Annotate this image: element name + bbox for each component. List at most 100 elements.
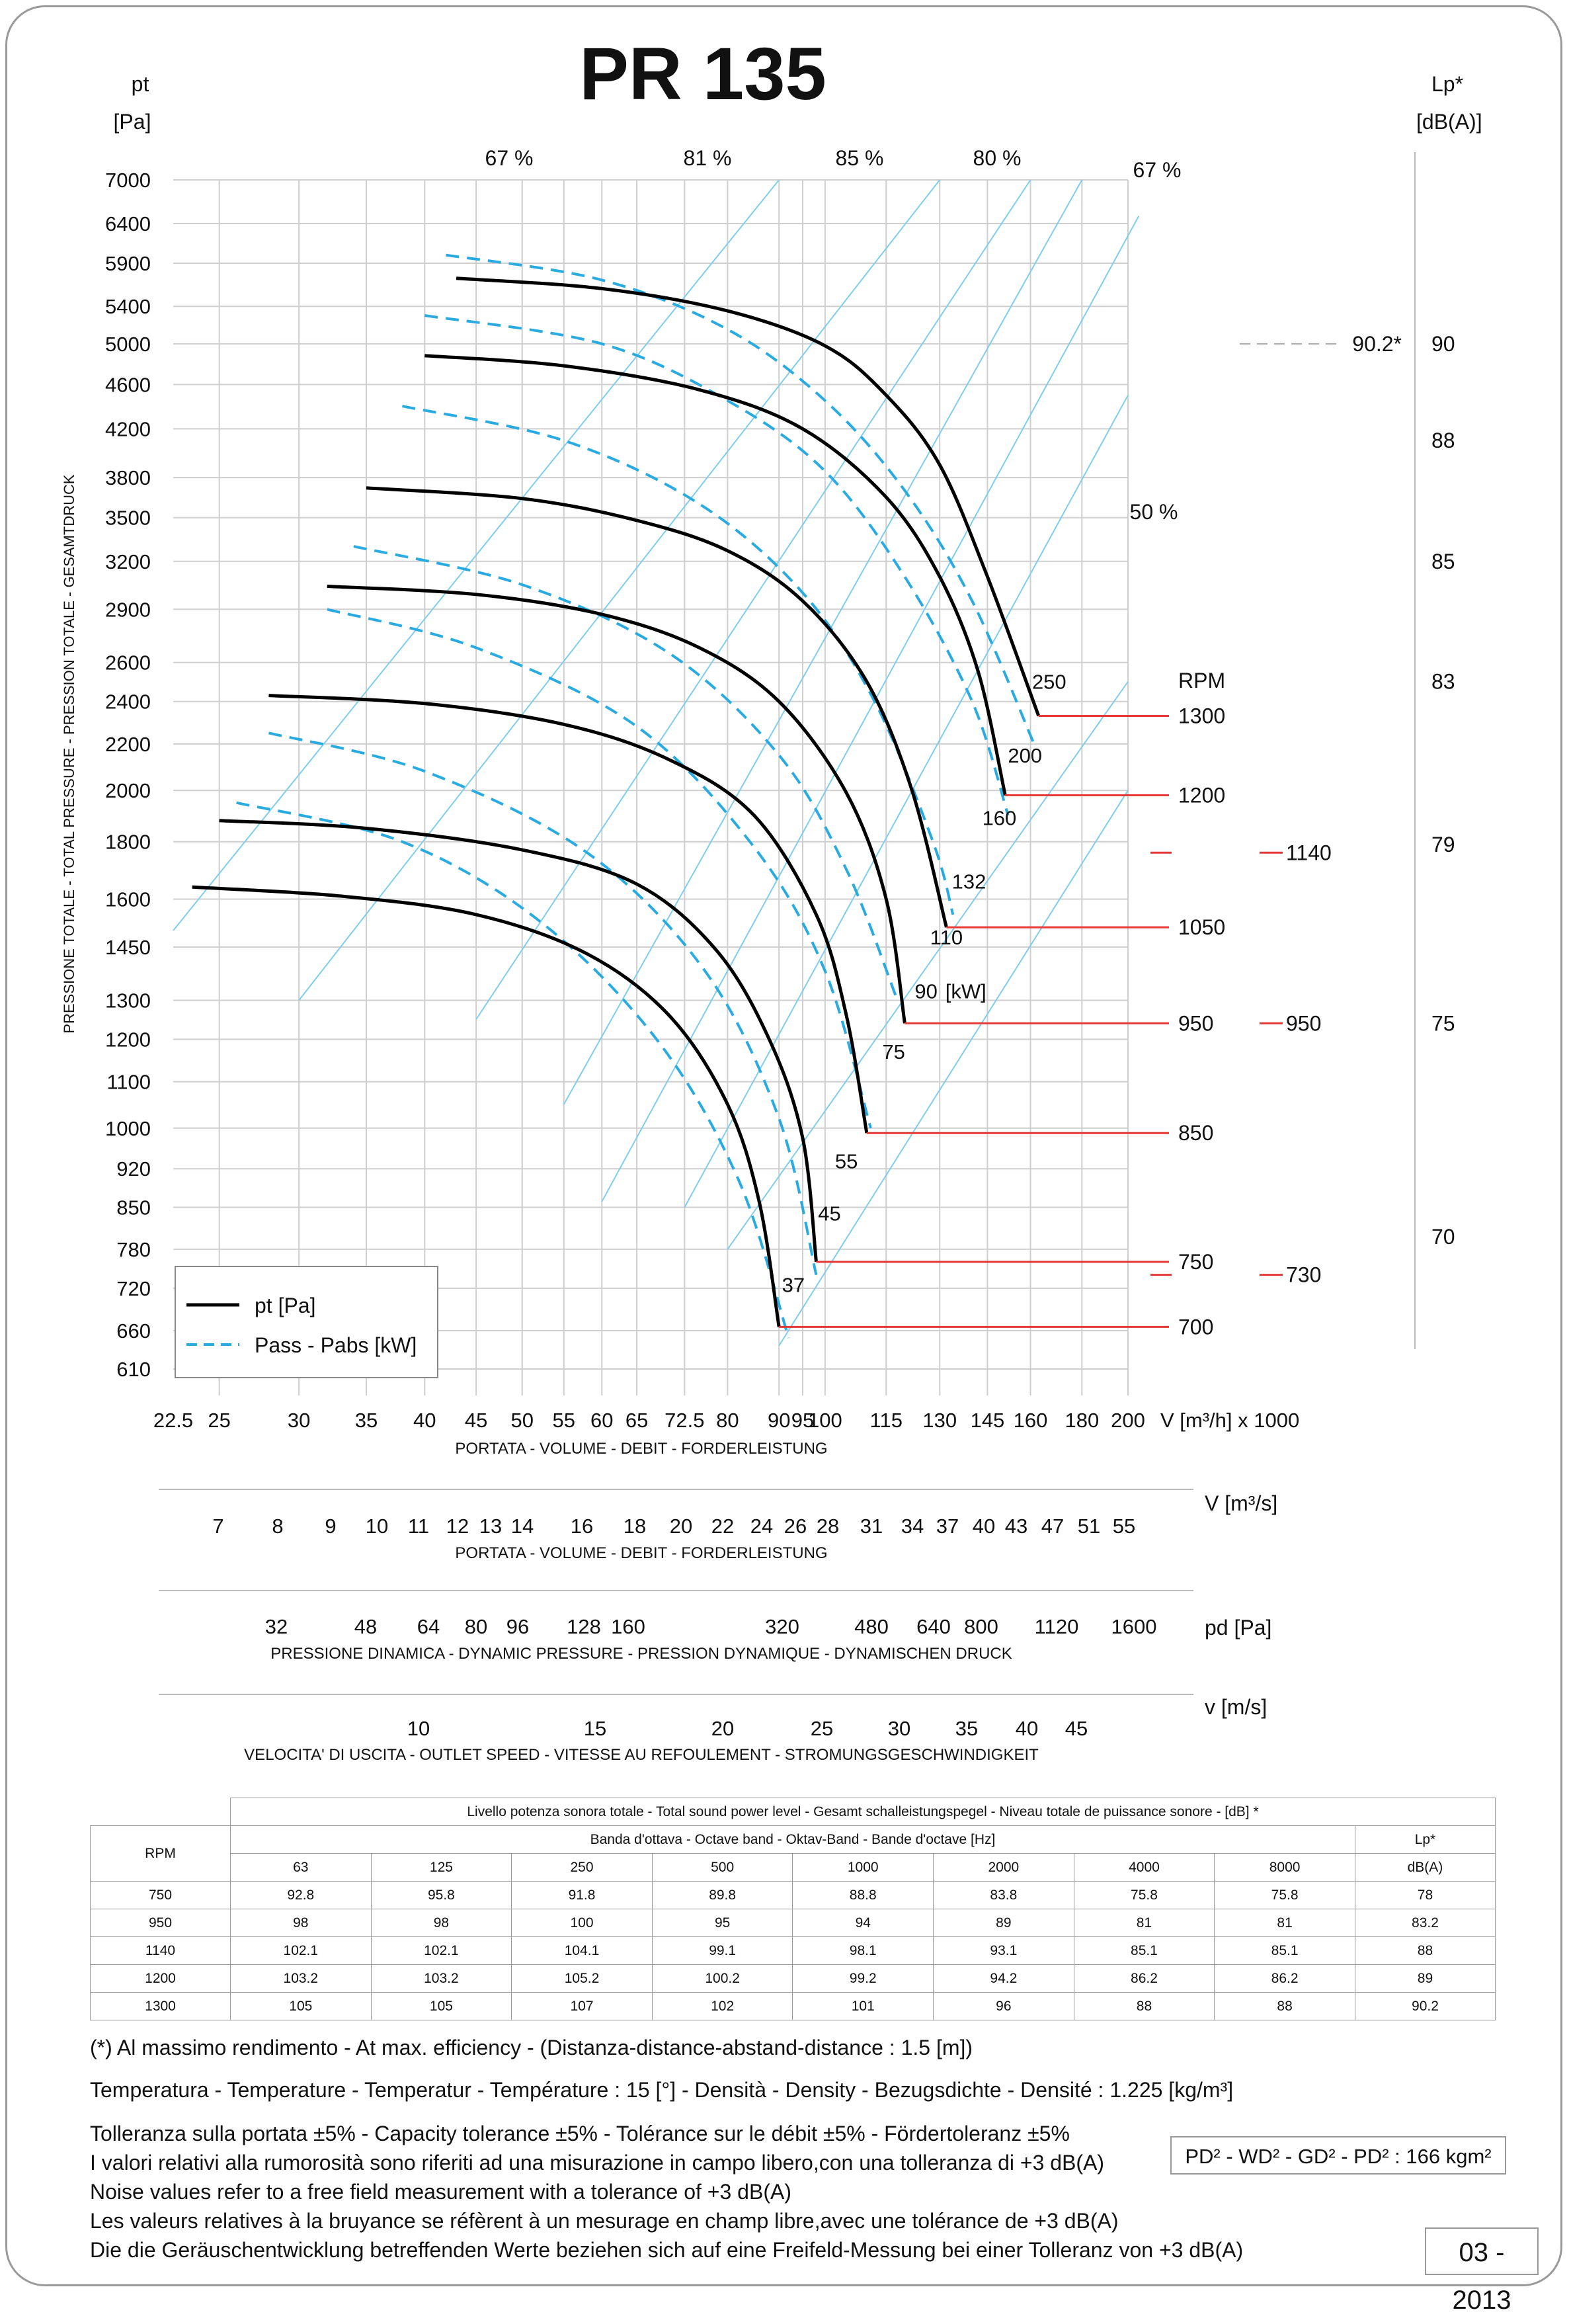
y-tick-label: 2600 [105,651,151,675]
table-value-cell: 103.2 [370,1964,512,1993]
power-curve-1300 [446,253,1037,749]
y-tick-label: 3500 [105,507,151,530]
x-tick-label: 25 [208,1409,230,1432]
page-frame [5,5,1562,2286]
efficiency-line-1 [298,179,941,1001]
table-value-cell: 99.1 [651,1936,793,1965]
y-tick-label: 1300 [105,989,151,1012]
scale-tick-label: 128 [567,1615,601,1638]
table-rpm-cell: 1300 [90,1992,231,2020]
scale-tick-label: 8 [272,1515,283,1538]
x-tick-label: 45 [465,1409,487,1432]
scale-unit: pd [Pa] [1205,1616,1271,1639]
rpm-header: RPM [1178,669,1225,692]
x-tick-label: 65 [625,1409,648,1432]
scale-tick-label: 37 [936,1515,959,1538]
scale-tick-label: 480 [854,1615,889,1638]
scale-tick-label: 320 [765,1615,799,1638]
rpm-side-label: 950 [1286,1011,1321,1035]
efficiency-line-5 [684,395,1129,1208]
x-axis-unit: V [m³/h] x 1000 [1160,1409,1299,1432]
table-rpm-cell: 1200 [90,1964,231,1993]
table-rpm-header: RPM [90,1825,231,1882]
lp-tick-label: 90 [1431,332,1455,356]
y-tick-label: 5900 [105,252,151,275]
lp-tick-label: 79 [1431,833,1455,856]
table-rpm-cell: 750 [90,1881,231,1909]
lp-axis-unit: Lp* [1431,72,1463,96]
rpm-label: 1300 [1178,704,1225,728]
scale-unit: V [m³/s] [1205,1491,1277,1515]
table-row: 950 98 98 100 95 94 89 81 81 83.2 [90,1909,1496,1937]
power-label: 160 [983,807,1017,830]
table-corner [91,1798,231,1826]
rpm-label: 1050 [1178,915,1225,939]
y-tick-label: 6400 [105,212,151,235]
x-tick-label: 145 [971,1409,1005,1432]
scale-tick-label: 22 [711,1515,734,1538]
table-band-cell: 63 [230,1853,372,1882]
x-tick-label: 90 [768,1409,790,1432]
y-tick-label: 4200 [105,417,151,440]
efficiency-label: 67 % [1133,158,1182,182]
note-max-efficiency: (*) Al massimo rendimento - At max. effi… [90,2036,973,2059]
table-band-cell: 2000 [933,1853,1074,1882]
lp-tick-label: 88 [1431,429,1455,452]
table-band-cell: 4000 [1073,1853,1215,1882]
scale-tick-label: 25 [811,1717,833,1740]
table-band-row: RPM Banda d'ottava - Octave band - Oktav-… [90,1825,1496,1882]
scale-tick-label: 18 [624,1515,646,1538]
table-value-cell: 88 [1214,1992,1355,2020]
rpm-side-label: 1140 [1286,841,1332,864]
efficiency-label: 80 % [973,146,1022,170]
scale-tick-label: 7 [212,1515,223,1538]
table-lp-cell: 90.2 [1354,1992,1496,2020]
table-value-cell: 98.1 [792,1936,934,1965]
x-tick-label: 35 [355,1409,378,1432]
efficiency-label: 50 % [1130,500,1178,524]
y-tick-label: 4600 [105,373,151,396]
x-tick-label: 180 [1065,1409,1099,1432]
table-value-cell: 88 [1073,1992,1215,2020]
table-value-cell: 104.1 [511,1936,653,1965]
scale-tick-label: 28 [817,1515,839,1538]
table-rpm-cell: 1140 [90,1936,231,1965]
scale-label: PORTATA - VOLUME - DEBIT - FORDERLEISTUN… [455,1544,827,1562]
table-value-cell: 103.2 [230,1964,372,1993]
chart-title: PR 135 [579,32,826,115]
table-lp-cell: 78 [1354,1881,1496,1909]
table-band-cell: 500 [651,1853,793,1882]
table-title: Livello potenza sonora totale - Total so… [230,1798,1496,1826]
scale-tick-label: 40 [973,1515,995,1538]
table-bands-row: 63 125 250 500 1000 2000 4000 8000 dB(A) [91,1853,1496,1882]
legend-power-label: Pass - Pabs [kW] [255,1333,417,1357]
y-tick-label: 3200 [105,550,151,573]
power-curve-1200 [424,314,1010,816]
y-tick-label: 720 [116,1277,151,1300]
x-tick-label: 30 [288,1409,310,1432]
pressure-curve-1050 [366,486,948,928]
scale-tick-label: 11 [408,1515,429,1538]
power-label: 110 [930,926,963,949]
power-label: 45 [818,1202,840,1225]
power-curve-700 [236,801,790,1339]
efficiency-label: 67 % [485,146,534,170]
table-value-cell: 102 [651,1992,793,2020]
y-tick-label: 1450 [105,936,151,959]
lp-axis-unit-bracket: [dB(A)] [1416,110,1482,134]
scale-tick-label: 45 [1065,1717,1088,1740]
y-axis-unit: pt [132,72,149,96]
scale-tick-label: 24 [750,1515,773,1538]
table-value-cell: 102.1 [370,1936,512,1965]
scale-tick-label: 20 [670,1515,692,1538]
table-value-cell: 107 [511,1992,653,2020]
table-value-cell: 89 [933,1909,1074,1937]
scale-tick-label: 10 [366,1515,388,1538]
table-lp-cell: 89 [1354,1964,1496,1993]
scale-unit: v [m/s] [1205,1695,1267,1719]
table-value-cell: 94.2 [933,1964,1074,1993]
table-value-cell: 85.1 [1214,1936,1355,1965]
scale-tick-label: 96 [506,1615,529,1638]
pressure-curve-950 [327,585,906,1024]
table-value-cell: 93.1 [933,1936,1074,1965]
